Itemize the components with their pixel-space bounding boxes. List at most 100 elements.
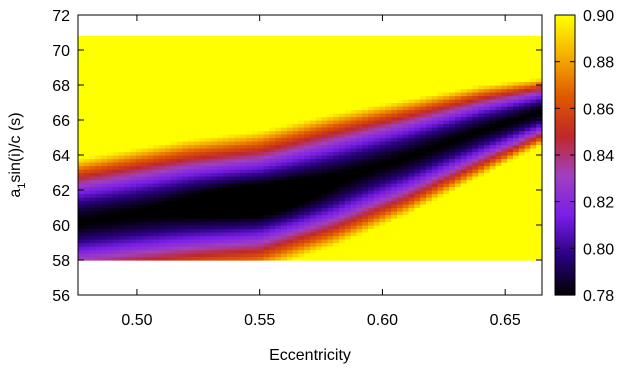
heatmap-cell <box>460 197 468 202</box>
heatmap-cell <box>252 179 259 184</box>
heatmap-cell <box>460 102 468 107</box>
heatmap-cell <box>263 46 270 51</box>
heatmap-cell <box>78 172 85 177</box>
heatmap-cell <box>95 109 102 114</box>
heatmap-cell <box>478 204 485 209</box>
heatmap-cell <box>315 158 323 163</box>
heatmap-cell <box>217 43 224 48</box>
heatmap-cell <box>292 116 299 121</box>
heatmap-cell <box>112 162 120 167</box>
heatmap-cell <box>228 242 236 247</box>
heatmap-cell <box>159 190 166 195</box>
heatmap-cell <box>402 211 410 216</box>
heatmap-cell <box>217 67 224 72</box>
heatmap-cell <box>211 141 218 146</box>
heatmap-cell <box>391 116 398 121</box>
heatmap-cell <box>420 43 427 48</box>
heatmap-cell <box>176 123 183 128</box>
heatmap-cell <box>478 67 485 72</box>
heatmap-cell <box>333 232 340 237</box>
heatmap-cell <box>275 109 282 114</box>
heatmap-cell <box>89 204 96 209</box>
heatmap-cell <box>286 151 294 156</box>
heatmap-cell <box>304 36 311 41</box>
heatmap-cell <box>130 151 137 156</box>
heatmap-cell <box>513 88 520 93</box>
heatmap-cell <box>484 116 491 121</box>
heatmap-cell <box>466 193 473 198</box>
heatmap-cell <box>489 109 497 114</box>
heatmap-cell <box>228 151 236 156</box>
heatmap-cell <box>455 130 462 135</box>
heatmap-cell <box>402 169 410 174</box>
heatmap-cell <box>112 67 120 72</box>
heatmap-cell <box>263 99 270 104</box>
heatmap-cell <box>315 81 323 86</box>
heatmap-cell <box>217 211 224 216</box>
heatmap-cell <box>101 183 108 188</box>
heatmap-cell <box>275 141 282 146</box>
heatmap-cell <box>240 60 247 65</box>
heatmap-cell <box>292 134 299 139</box>
heatmap-cell <box>466 123 473 128</box>
heatmap-cell <box>211 242 218 247</box>
heatmap-cell <box>327 144 334 149</box>
heatmap-cell <box>310 218 317 223</box>
heatmap-cell <box>176 81 183 86</box>
heatmap-cell <box>339 197 346 202</box>
heatmap-cell <box>524 158 531 163</box>
heatmap-cell <box>373 246 381 251</box>
heatmap-cell <box>443 155 450 160</box>
heatmap-cell <box>524 53 531 58</box>
heatmap-cell <box>107 46 114 51</box>
heatmap-cell <box>518 64 526 69</box>
heatmap-cell <box>89 239 96 244</box>
heatmap-cell <box>507 141 514 146</box>
heatmap-cell <box>397 235 404 240</box>
heatmap-cell <box>449 71 456 76</box>
heatmap-cell <box>170 71 178 76</box>
heatmap-cell <box>153 169 160 174</box>
heatmap-cell <box>286 74 294 79</box>
heatmap-cell <box>304 120 311 125</box>
heatmap-cell <box>107 228 114 233</box>
heatmap-cell <box>228 211 236 216</box>
heatmap-cell <box>414 67 421 72</box>
heatmap-cell <box>170 130 178 135</box>
heatmap-cell <box>507 253 514 258</box>
heatmap-cell <box>263 151 270 156</box>
heatmap-cell <box>460 183 468 188</box>
heatmap-cell <box>472 197 479 202</box>
heatmap-cell <box>373 228 381 233</box>
heatmap-cell <box>501 92 508 97</box>
heatmap-cell <box>217 249 224 254</box>
heatmap-cell <box>484 176 491 181</box>
heatmap-cell <box>368 155 375 160</box>
heatmap-cell <box>159 141 166 146</box>
heatmap-cell <box>315 253 323 258</box>
heatmap-cell <box>310 249 317 254</box>
heatmap-cell <box>449 183 456 188</box>
heatmap-cell <box>165 225 172 230</box>
heatmap-cell <box>455 123 462 128</box>
heatmap-cell <box>350 67 357 72</box>
heatmap-cell <box>234 67 241 72</box>
heatmap-cell <box>78 113 85 118</box>
heatmap-cell <box>89 57 96 62</box>
heatmap-cell <box>414 214 421 219</box>
heatmap-cell <box>141 74 149 79</box>
heatmap-cell <box>182 162 189 167</box>
heatmap-cell <box>234 60 241 65</box>
heatmap-cell <box>431 197 439 202</box>
heatmap-cell <box>188 256 195 261</box>
heatmap-cell <box>153 253 160 258</box>
heatmap-cell <box>472 253 479 258</box>
heatmap-cell <box>414 172 421 177</box>
heatmap-cell <box>281 165 288 170</box>
heatmap-cell <box>472 193 479 198</box>
heatmap-cell <box>182 109 189 114</box>
heatmap-cell <box>228 172 236 177</box>
heatmap-cell <box>449 190 456 195</box>
heatmap-cell <box>385 207 392 212</box>
heatmap-cell <box>408 165 415 170</box>
